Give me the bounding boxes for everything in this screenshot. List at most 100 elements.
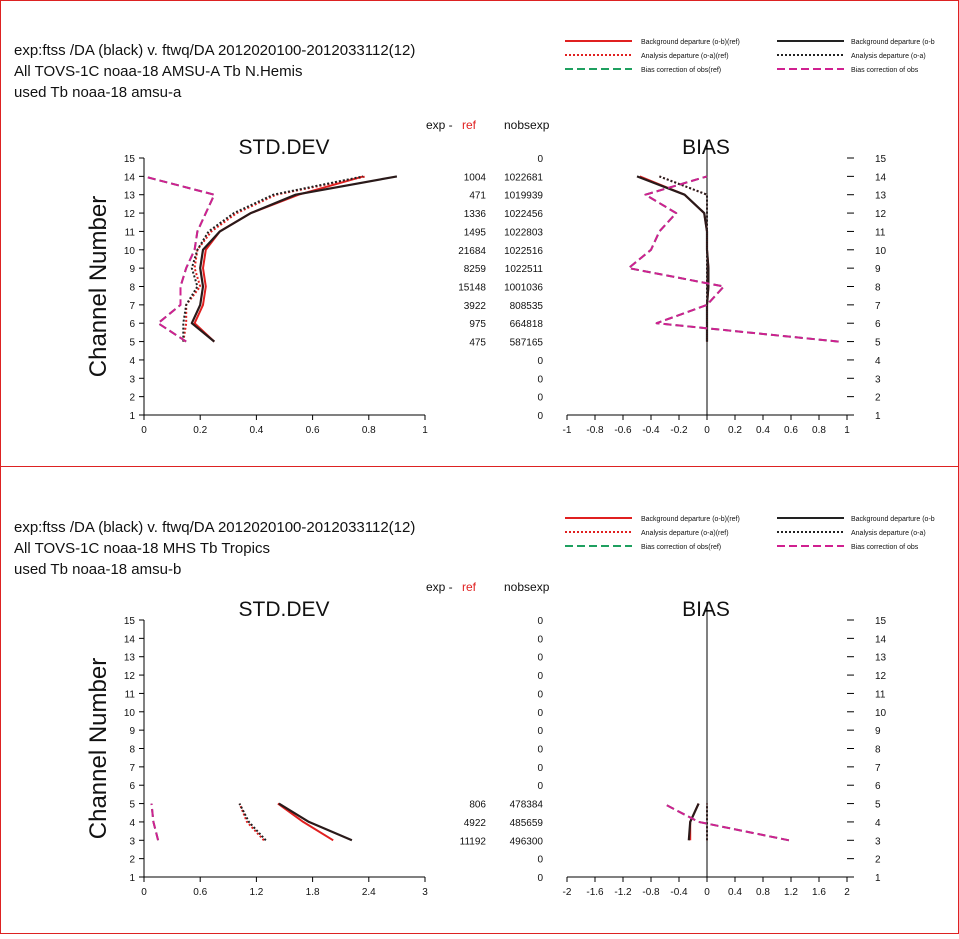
- bias-series-line: [627, 175, 839, 343]
- nobsexp-value: 808535: [510, 301, 544, 312]
- bias-series-line: [689, 803, 700, 841]
- std-x-tick-label: 0.2: [193, 425, 207, 436]
- std-series-line: [143, 175, 216, 343]
- std-y-tick-label: 7: [129, 301, 135, 312]
- nobsexp-value: 1001036: [504, 283, 543, 294]
- std-y-tick-label: 1: [129, 411, 135, 422]
- std-y-tick-label: 2: [129, 393, 135, 404]
- bias-x-tick-label: 0: [704, 425, 710, 436]
- std-y-tick-label: 13: [124, 191, 136, 202]
- bias-y-tick-label: 15: [875, 154, 887, 165]
- diff-value: 806: [469, 800, 486, 811]
- diff-value: 1495: [464, 227, 487, 238]
- bias-series-line: [627, 175, 839, 343]
- std-y-tick-label: 3: [129, 836, 135, 847]
- bias-y-tick-label: 8: [875, 745, 881, 756]
- nobsexp-value: 587165: [510, 338, 544, 349]
- std-y-tick-label: 9: [129, 264, 135, 275]
- bias-y-tick-label: 6: [875, 319, 881, 330]
- diff-value: 475: [469, 338, 486, 349]
- legend-label: Analysis departure (o-a)(ref): [641, 530, 729, 537]
- std-y-tick-label: 10: [124, 246, 136, 257]
- diff-value: 11192: [460, 836, 487, 847]
- std-y-tick-label: 11: [125, 689, 136, 700]
- std-y-tick-label: 11: [125, 227, 136, 238]
- nobsexp-value: 478384: [510, 800, 544, 811]
- std-title: STD.DEV: [238, 598, 329, 621]
- bias-series-line: [687, 803, 700, 841]
- bias-x-tick-label: -2: [563, 887, 572, 898]
- std-x-tick-label: 2.4: [362, 887, 376, 898]
- diff-value: 3922: [464, 301, 487, 312]
- nobsexp-value: 0: [537, 616, 543, 627]
- std-x-tick-label: 0.6: [193, 887, 207, 898]
- bias-x-tick-label: -0.4: [642, 425, 660, 436]
- std-y-tick-label: 15: [124, 154, 136, 165]
- diff-value: 1004: [464, 172, 487, 183]
- bias-x-tick-label: 1.6: [812, 887, 826, 898]
- std-y-tick-label: 4: [129, 356, 135, 367]
- diff-value: 8259: [464, 264, 487, 275]
- bias-y-tick-label: 13: [875, 653, 887, 664]
- bias-x-tick-label: -1: [563, 425, 572, 436]
- bias-series-line: [663, 802, 790, 842]
- header-line3: used Tb noaa-18 amsu-a: [14, 84, 182, 101]
- bias-y-tick-label: 6: [875, 781, 881, 792]
- ref-label: ref: [462, 580, 477, 594]
- std-y-tick-label: 1: [129, 873, 135, 884]
- bias-y-tick-label: 2: [875, 855, 881, 866]
- bias-y-tick-label: 9: [875, 264, 881, 275]
- std-y-tick-label: 14: [124, 634, 136, 645]
- nobsexp-value: 1022803: [504, 227, 543, 238]
- y-axis-label: Channel Number: [85, 658, 112, 839]
- legend-label: Bias correction of obs: [851, 67, 919, 74]
- std-y-tick-label: 6: [129, 781, 135, 792]
- std-x-tick-label: 0: [141, 887, 147, 898]
- std-y-tick-label: 3: [129, 374, 135, 385]
- bias-y-tick-label: 14: [875, 172, 887, 183]
- nobsexp-value: 0: [537, 745, 543, 756]
- bias-x-tick-label: 0: [704, 887, 710, 898]
- nobsexp-value: 0: [537, 726, 543, 737]
- bias-x-tick-label: -0.8: [642, 887, 660, 898]
- bias-x-tick-label: -0.8: [586, 425, 604, 436]
- diff-value: 4922: [464, 818, 487, 829]
- std-y-tick-label: 13: [124, 653, 136, 664]
- bias-x-tick-label: 0.2: [728, 425, 742, 436]
- bias-x-tick-label: 1: [844, 425, 850, 436]
- std-series-group: [143, 175, 398, 343]
- std-y-tick-label: 5: [129, 338, 135, 349]
- std-x-tick-label: 1.8: [306, 887, 320, 898]
- nobsexp-value: 0: [537, 763, 543, 774]
- bias-y-tick-label: 5: [875, 800, 881, 811]
- bias-x-tick-label: -0.6: [614, 425, 632, 436]
- nobsexp-value: 0: [537, 374, 543, 385]
- std-x-tick-label: 3: [422, 887, 428, 898]
- bias-series-line: [659, 175, 708, 342]
- header-line2: All TOVS-1C noaa-18 AMSU-A Tb N.Hemis: [14, 63, 302, 80]
- bias-x-tick-label: 0.8: [756, 887, 770, 898]
- bias-y-tick-label: 4: [875, 818, 881, 829]
- std-series-line: [278, 802, 353, 842]
- bias-y-tick-label: 7: [875, 301, 881, 312]
- legend-label: Background departure (o-b)(ref): [641, 39, 740, 46]
- std-y-tick-label: 9: [129, 726, 135, 737]
- diff-value: 1336: [464, 209, 487, 220]
- std-x-tick-label: 1.2: [249, 887, 263, 898]
- bias-x-tick-label: 0.6: [784, 425, 798, 436]
- legend-label: Analysis departure (o-a): [851, 53, 926, 60]
- legend-label: Background departure (o-b: [851, 39, 935, 46]
- std-x-tick-label: 0.6: [306, 425, 320, 436]
- bias-series-line: [663, 802, 790, 842]
- std-y-tick-label: 8: [129, 283, 135, 294]
- std-y-tick-label: 10: [124, 708, 136, 719]
- bias-x-tick-label: -1.2: [614, 887, 632, 898]
- std-x-tick-label: 0: [141, 425, 147, 436]
- exp-label: exp -: [426, 580, 453, 594]
- diff-value: 975: [469, 319, 486, 330]
- std-x-tick-label: 0.4: [249, 425, 263, 436]
- std-y-tick-label: 14: [124, 172, 136, 183]
- nobsexp-value: 0: [537, 356, 543, 367]
